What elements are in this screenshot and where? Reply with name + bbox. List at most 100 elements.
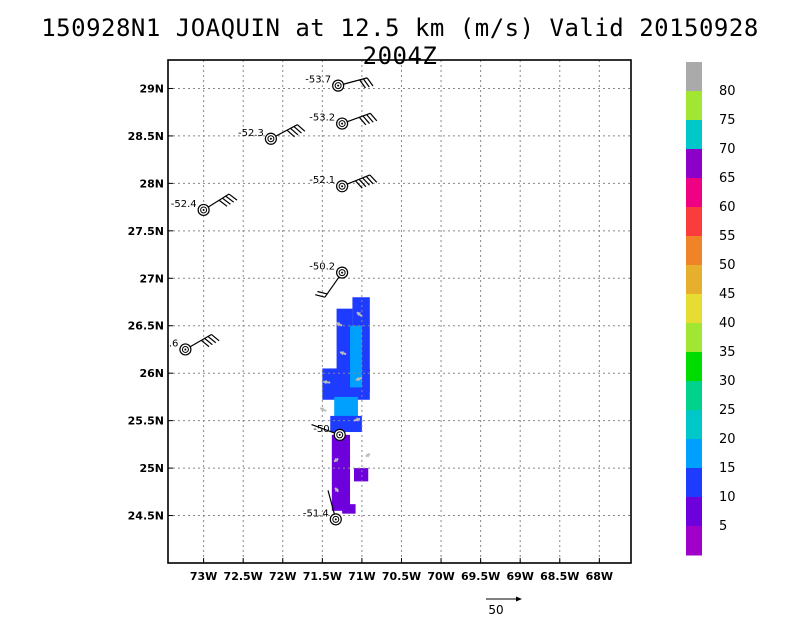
colorbar-swatch <box>686 236 702 266</box>
station-label: -52.1 <box>309 175 335 186</box>
chart-title: 150928N1 JOAQUIN at 12.5 km (m/s) Valid … <box>41 14 759 70</box>
x-tick-label: 68.5W <box>540 570 579 583</box>
y-tick-label: 27N <box>139 272 164 285</box>
colorbar-label: 40 <box>719 316 736 331</box>
colorbar-swatch <box>686 381 702 411</box>
station-center-dot <box>341 185 344 188</box>
station-inner-ring <box>338 120 346 128</box>
wind-vector-head <box>356 417 360 422</box>
wind-speed-cell <box>353 468 369 482</box>
station: -50. <box>311 424 346 441</box>
wind-vector-head <box>323 379 327 385</box>
station-label: -50. <box>313 424 333 435</box>
station-center-dot <box>269 137 272 140</box>
wind-barb-feather <box>222 197 231 205</box>
colorbar-label: 60 <box>719 200 736 215</box>
colorbar-label: 30 <box>719 374 736 389</box>
x-tick-label: 70W <box>427 570 454 583</box>
wind-barb-feather <box>366 77 374 87</box>
wind-vector-head <box>340 351 344 356</box>
wind-barb-feather <box>286 129 295 138</box>
station-inner-ring <box>200 206 208 214</box>
wind-vector <box>319 407 327 413</box>
wind-speed-cell <box>331 434 351 511</box>
colorbar-swatch <box>686 468 702 498</box>
wind-vector <box>323 379 331 385</box>
station-inner-ring <box>336 431 344 439</box>
y-tick-label: 26N <box>139 367 164 380</box>
colorbar-swatch <box>686 352 702 382</box>
colorbar-label: 20 <box>719 432 736 447</box>
colorbar-label: 70 <box>719 142 736 157</box>
station: -53.7 <box>305 75 374 92</box>
wind-speed-cell <box>350 325 362 388</box>
colorbar-label: 25 <box>719 403 736 418</box>
colorbar-swatch <box>686 207 702 237</box>
colorbar-swatch <box>686 178 702 208</box>
station-center-dot <box>341 122 344 125</box>
colorbar: 5 10 15 20 25 30 35 40 45 50 55 60 65 70 75 80 <box>686 62 736 556</box>
y-tick-label: 29N <box>139 82 164 95</box>
wind-vector-head <box>356 312 361 317</box>
station-label: -51.4 <box>303 508 329 519</box>
station: -52.1 <box>309 174 378 193</box>
wind-barb-feather <box>369 112 378 122</box>
wind-barb-feather <box>355 180 363 189</box>
station-markers: -53.7 -53.2 -52.3 -52.1 -52.4 -50.2 .6 -50. -51.… <box>169 75 378 526</box>
wind-vector <box>365 452 371 458</box>
y-tick-label: 24.5N <box>128 510 164 523</box>
wind-vector <box>339 351 347 356</box>
colorbar-swatch <box>686 439 702 469</box>
station-label: -52.3 <box>238 128 264 139</box>
wind-barb-feather <box>207 335 217 344</box>
colorbar-swatch <box>686 149 702 179</box>
wind-speed-cell <box>322 368 370 400</box>
colorbar-swatch <box>686 410 702 440</box>
colorbar-swatch <box>686 323 702 353</box>
y-tick-label: 25.5N <box>128 415 164 428</box>
wind-vectors <box>319 311 371 493</box>
wind-barb-feather <box>358 178 367 188</box>
station-label: -53.2 <box>309 113 335 124</box>
wind-speed-cells <box>322 297 370 514</box>
station: -50.2 <box>309 262 349 298</box>
station: -53.2 <box>309 112 378 130</box>
x-tick-label: 73W <box>190 570 217 583</box>
wind-vector-head <box>320 407 325 412</box>
station-inner-ring <box>267 135 275 143</box>
wind-barb-feather <box>362 177 370 186</box>
colorbar-swatch <box>686 497 702 527</box>
wind-vector <box>356 311 363 318</box>
wind-vector <box>334 487 339 493</box>
wind-barb-feather <box>369 174 378 183</box>
scale-label: 50 <box>488 603 503 617</box>
station-inner-ring <box>334 82 342 90</box>
wind-barb-feather <box>225 195 235 203</box>
wind-vector-head <box>355 376 360 382</box>
station: -52.4 <box>171 193 238 217</box>
wind-barb-feather <box>358 116 367 126</box>
wind-barb-feather <box>200 339 210 348</box>
station-center-dot <box>341 271 344 274</box>
wind-barb-feather <box>317 290 328 295</box>
station-inner-ring <box>338 269 346 277</box>
colorbar-label: 75 <box>719 113 736 128</box>
y-axis-ticks: 24.5N 25N 25.5N 26N 26.5N 27N 27.5N 28N 28.5N 29N <box>128 82 173 523</box>
station-inner-ring <box>332 515 340 523</box>
station-label: -53.7 <box>305 75 331 86</box>
colorbar-label: 55 <box>719 229 736 244</box>
x-tick-label: 72.5W <box>224 570 263 583</box>
vector-scale: 50 <box>486 596 522 617</box>
colorbar-label: 15 <box>719 461 736 476</box>
wind-vector-head <box>335 487 339 492</box>
wind-barb-feather <box>228 193 238 201</box>
y-tick-label: 28N <box>139 177 164 190</box>
station-center-dot <box>202 208 205 211</box>
colorbar-swatch <box>686 265 702 295</box>
colorbar-label: 80 <box>719 84 736 99</box>
station-center-dot <box>184 348 187 351</box>
wind-vector-head <box>336 322 341 327</box>
wind-vector <box>353 417 361 422</box>
wind-vector <box>355 376 363 382</box>
